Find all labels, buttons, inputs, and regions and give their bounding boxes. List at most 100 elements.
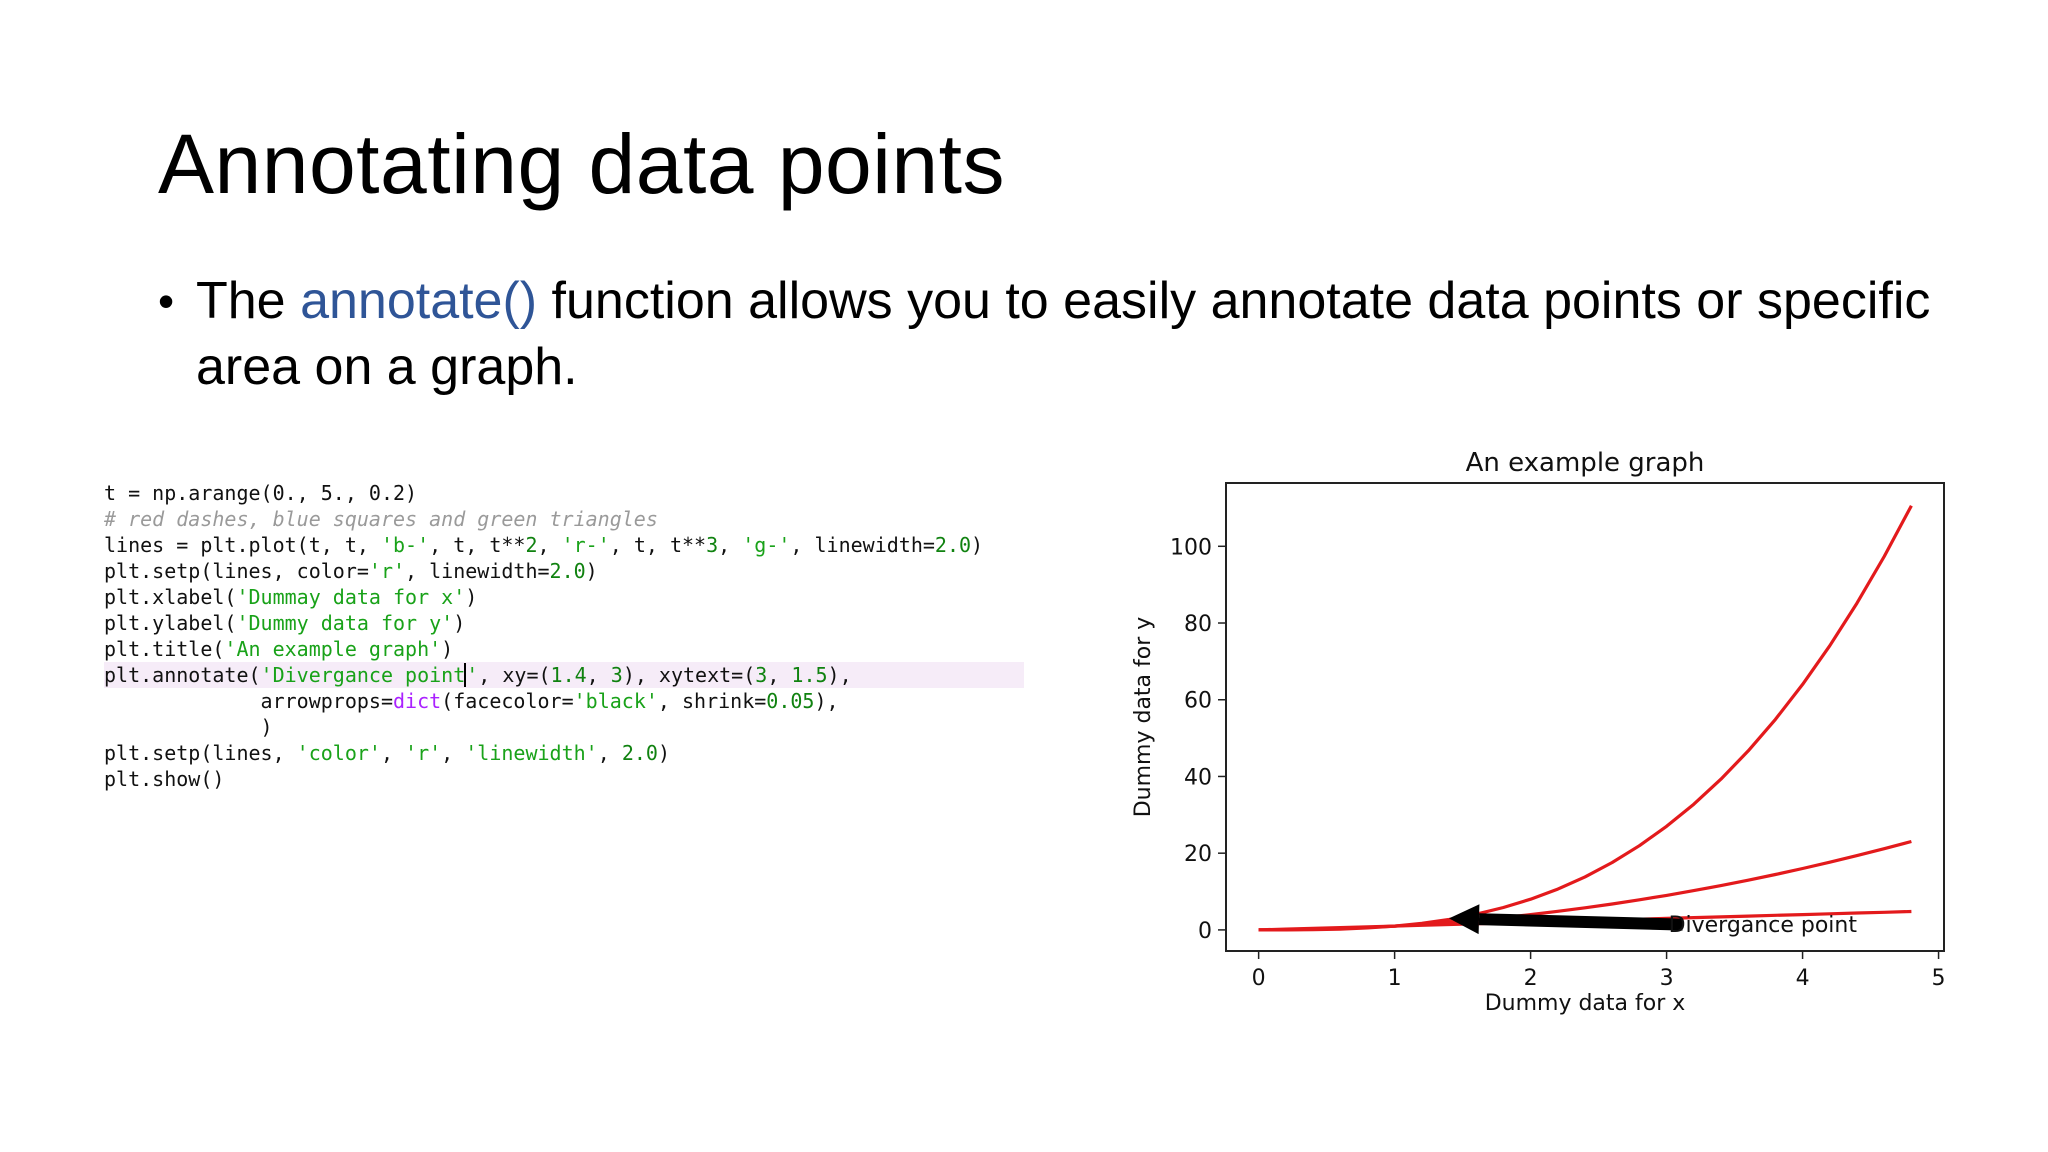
code-number: 2.0 <box>621 741 658 765</box>
code-string: 'r' <box>405 741 442 765</box>
code-token: ) <box>465 585 478 609</box>
code-token: plt.setp(lines, color= <box>104 559 369 583</box>
code-string: 'Dummay data for x' <box>236 585 466 609</box>
series-group <box>1258 504 1913 932</box>
code-token: , <box>441 741 466 765</box>
code-token: ), xytext=( <box>622 663 756 687</box>
code-token: , <box>718 533 743 557</box>
code-line: plt.ylabel('Dummy data for y') <box>104 610 1024 636</box>
code-string: 'b-' <box>380 533 430 557</box>
code-line: arrowprops=dict(facecolor='black', shrin… <box>104 688 1024 714</box>
code-line: ) <box>104 715 273 739</box>
function-name: annotate() <box>300 272 538 330</box>
code-token: (facecolor= <box>441 689 574 713</box>
chart: An example graph 0 1 2 3 4 5 0 20 40 60 80 100 Div… <box>1131 448 1946 1016</box>
code-number: 1.5 <box>791 663 828 687</box>
code-string: 'r' <box>368 559 406 583</box>
code-string: 'r-' <box>561 533 610 557</box>
code-token: lines = plt.plot(t, t, <box>104 533 381 557</box>
code-token: , <box>597 741 622 765</box>
code-number: 2.0 <box>934 533 972 557</box>
code-number: 3 <box>755 663 768 687</box>
code-string: ' <box>466 663 479 687</box>
code-token: plt.title( <box>104 637 225 661</box>
code-token: ), <box>827 663 852 687</box>
code-token: ) <box>971 533 984 557</box>
bullet-text-after: function allows you to easily annotate d… <box>196 272 1931 396</box>
series-line-3 <box>1258 504 1913 932</box>
code-token: ) <box>453 611 466 635</box>
code-token: , <box>586 663 611 687</box>
x-tick-label: 0 <box>1252 966 1266 991</box>
code-number: 1.4 <box>550 663 587 687</box>
code-line: t = np.arange(0., 5., 0.2) <box>104 481 418 505</box>
code-string: 'An example graph' <box>224 637 442 661</box>
code-string: 'Divergance point <box>260 663 466 687</box>
code-token: ) <box>657 741 670 765</box>
y-tick-label: 80 <box>1184 612 1212 637</box>
code-token: , t, t** <box>429 533 526 557</box>
code-line: plt.xlabel('Dummay data for x') <box>104 584 1024 610</box>
code-comment: # red dashes, blue squares and green tri… <box>104 507 658 531</box>
code-line-highlighted[interactable]: plt.annotate('Divergance point', xy=(1.4… <box>104 662 1024 688</box>
y-tick-label: 60 <box>1184 689 1212 714</box>
y-axis: 0 20 40 60 80 100 <box>1170 535 1226 944</box>
code-token: plt.annotate( <box>104 663 261 687</box>
x-tick-label: 1 <box>1388 966 1402 991</box>
code-line: plt.title('An example graph') <box>104 636 1024 662</box>
x-tick-label: 4 <box>1796 966 1810 991</box>
code-token: , <box>767 663 792 687</box>
y-tick-label: 20 <box>1184 842 1212 867</box>
bullet-text-before: The <box>196 272 301 330</box>
code-token: , shrink= <box>657 689 767 713</box>
code-token: plt.setp(lines, <box>104 741 297 765</box>
plot-frame <box>1225 482 1945 952</box>
x-axis-label: Dummy data for x <box>1485 991 1686 1016</box>
annotation-arrow-shaft <box>1478 913 1683 931</box>
code-string: 'color' <box>296 741 381 765</box>
code-token: , linewidth= <box>405 559 550 583</box>
code-number: 2 <box>525 533 538 557</box>
x-tick-label: 5 <box>1932 966 1946 991</box>
code-string: 'g-' <box>742 533 791 557</box>
slide-title: Annotating data points <box>158 117 1005 211</box>
code-token: ) <box>441 637 454 661</box>
x-tick-label: 2 <box>1524 966 1538 991</box>
code-block: t = np.arange(0., 5., 0.2) # red dashes, … <box>104 480 1024 792</box>
code-token: , t, t** <box>609 533 707 557</box>
code-string: 'linewidth' <box>465 741 598 765</box>
code-token: ), <box>814 689 839 713</box>
code-token: , <box>380 741 406 765</box>
code-token: , linewidth= <box>790 533 935 557</box>
bullet-item: The annotate() function allows you to ea… <box>158 268 1940 400</box>
code-line: lines = plt.plot(t, t, 'b-', t, t**2, 'r… <box>104 532 1024 558</box>
y-tick-label: 0 <box>1198 919 1212 944</box>
code-token: plt.xlabel( <box>104 585 237 609</box>
code-number: 3 <box>610 663 623 687</box>
code-number: 0.05 <box>766 689 815 713</box>
code-token: , xy=( <box>478 663 551 687</box>
annotation-arrow-head <box>1449 904 1480 935</box>
y-tick-label: 100 <box>1170 535 1212 560</box>
y-tick-label: 40 <box>1184 765 1212 790</box>
code-string: 'black' <box>573 689 658 713</box>
code-keyword: dict <box>392 689 442 713</box>
code-token: ) <box>585 559 598 583</box>
code-number: 2.0 <box>549 559 586 583</box>
annotation-label: Divergance point <box>1669 913 1858 938</box>
annotation: Divergance point <box>1449 904 1857 938</box>
code-string: 'Dummy data for y' <box>236 611 454 635</box>
code-number: 3 <box>706 533 719 557</box>
x-axis: 0 1 2 3 4 5 <box>1252 951 1946 991</box>
code-token: plt.ylabel( <box>104 611 237 635</box>
y-axis-label: Dummy data for y <box>1131 617 1156 818</box>
code-token: arrowprops= <box>104 689 393 713</box>
code-token: , <box>537 533 562 557</box>
chart-title: An example graph <box>1466 448 1705 478</box>
x-tick-label: 3 <box>1660 966 1674 991</box>
code-line: plt.setp(lines, color='r', linewidth=2.0… <box>104 558 1024 584</box>
code-line: plt.setp(lines, 'color', 'r', 'linewidth… <box>104 740 1024 766</box>
bullet-list: The annotate() function allows you to ea… <box>158 268 1940 400</box>
code-line: plt.show() <box>104 767 225 791</box>
